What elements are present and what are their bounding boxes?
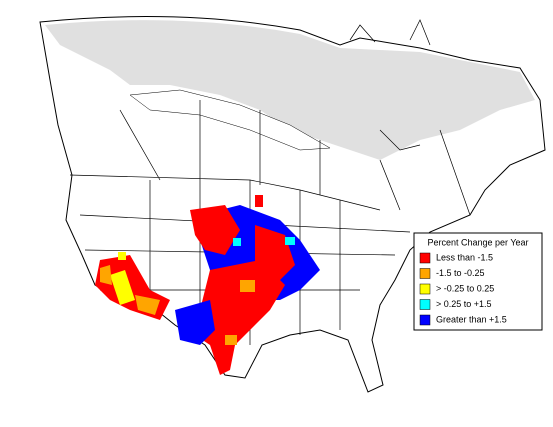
legend-swatch [419,283,431,295]
legend-label: Greater than +1.5 [436,314,507,324]
legend-swatch [419,314,431,326]
legend-label: Less than -1.5 [436,252,493,262]
legend-label: -1.5 to -0.25 [436,268,485,278]
legend-title: Percent Change per Year [427,237,528,247]
legend-label: > -0.25 to 0.25 [436,283,494,293]
legend-box [413,232,543,331]
legend-swatch [419,299,431,310]
legend: Percent Change per Year Less than -1.5 -1… [413,232,543,331]
legend-label: > 0.25 to +1.5 [436,299,492,309]
legend-swatch [419,268,431,279]
land [39,16,546,393]
data-region [95,195,320,375]
legend-swatch [419,252,431,264]
